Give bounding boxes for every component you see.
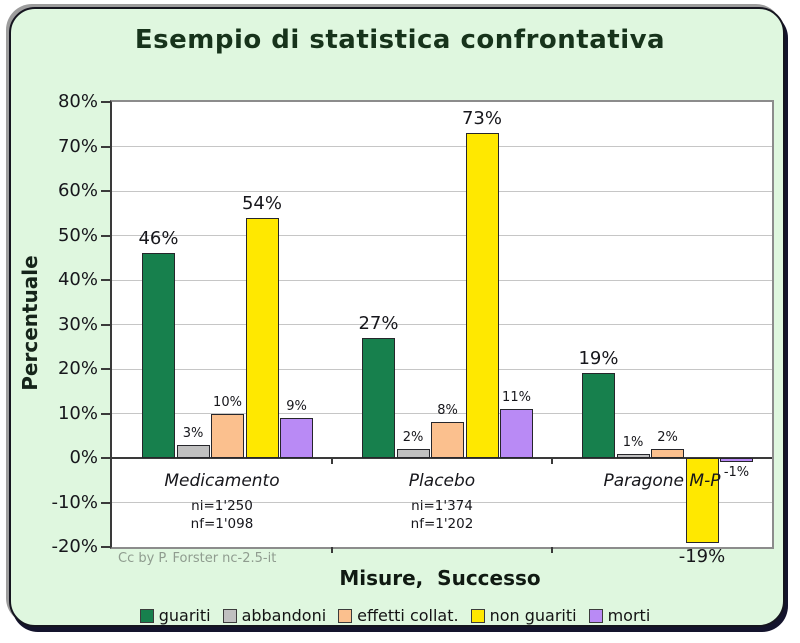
legend-swatch-icon	[338, 608, 353, 623]
category-sublabel: nf=1'202	[410, 516, 474, 532]
y-axis-tick	[101, 412, 110, 415]
value-label: 10%	[213, 394, 242, 410]
y-tick-label: 20%	[57, 358, 98, 379]
x-axis-title: Misure, Successo	[339, 566, 541, 590]
y-tick-label: 0%	[69, 447, 98, 468]
bar-effetti-collat--cat0	[211, 413, 244, 458]
legend-item-guariti: guariti	[139, 606, 211, 625]
bar-morti-cat2	[720, 458, 753, 463]
y-axis-tick	[101, 279, 110, 281]
y-axis-tick	[101, 234, 110, 237]
bar-guariti-cat1	[362, 337, 395, 458]
bar-abbandoni-cat1	[396, 449, 430, 458]
y-tick-label: 60%	[57, 180, 98, 201]
bar-non-guariti-cat2	[685, 458, 719, 543]
zero-axis-line	[112, 457, 772, 459]
y-tick-label: 80%	[57, 91, 98, 112]
bar-abbandoni-cat0	[176, 444, 210, 458]
gridline	[112, 279, 772, 281]
bar-guariti-cat2	[582, 373, 615, 458]
gridline	[112, 324, 772, 325]
bar-effetti-collat--cat1	[431, 422, 464, 458]
y-tick-label: -20%	[51, 536, 98, 557]
category-boundary-tick	[331, 547, 333, 553]
category-label: Paragone M-P	[603, 471, 721, 491]
category-boundary-tick	[551, 547, 553, 553]
legend-swatch-icon	[588, 608, 603, 623]
chart-title: Esempio di statistica confrontativa	[134, 25, 666, 55]
category-sublabel: ni=1'374	[411, 498, 473, 514]
value-label: 2%	[657, 430, 678, 446]
legend-swatch-icon	[470, 608, 485, 623]
value-label: 2%	[402, 430, 424, 446]
legend-swatch-icon	[222, 608, 237, 623]
value-label: 1%	[622, 434, 644, 450]
gridline	[112, 146, 772, 147]
y-axis-tick	[101, 457, 110, 459]
value-label: 54%	[241, 192, 282, 214]
y-axis-tick	[101, 368, 110, 370]
legend-label: morti	[607, 606, 651, 625]
bar-guariti-cat0	[142, 253, 175, 458]
legend: guariti abbandoni effetti collat. non guari…	[9, 606, 781, 625]
legend-label: guariti	[158, 606, 211, 625]
y-tick-label: 30%	[57, 313, 98, 335]
value-label: 11%	[502, 390, 531, 406]
value-label: 27%	[358, 312, 399, 334]
value-label: 46%	[138, 228, 179, 250]
category-boundary-tick	[331, 458, 333, 464]
bar-non-guariti-cat1	[465, 133, 499, 458]
legend-item-non-guariti: non guariti	[470, 606, 577, 625]
bar-non-guariti-cat0	[245, 217, 279, 458]
y-tick-label: 50%	[57, 224, 98, 246]
y-axis-tick	[101, 501, 110, 504]
value-label: 3%	[182, 425, 204, 441]
legend-label: non guariti	[489, 606, 577, 625]
value-label: 73%	[461, 108, 502, 130]
category-boundary-tick	[551, 458, 553, 464]
value-label: 9%	[286, 398, 307, 414]
legend-item-effetti-collat-: effetti collat.	[338, 606, 459, 625]
category-label: Placebo	[408, 471, 476, 491]
legend-item-morti: morti	[588, 606, 651, 625]
gridline	[112, 368, 772, 370]
category-label: Medicamento	[164, 471, 280, 491]
y-axis-tick	[101, 145, 110, 148]
gridline	[112, 235, 772, 236]
credit-text: Cc by P. Forster nc-2.5-it	[118, 551, 277, 566]
value-label: 8%	[437, 403, 458, 419]
y-axis-tick	[101, 546, 110, 548]
legend-swatch-icon	[139, 608, 154, 623]
y-axis-tick	[101, 101, 110, 103]
y-tick-label: 40%	[57, 269, 98, 290]
bar-abbandoni-cat2	[616, 453, 650, 458]
legend-item-abbandoni: abbandoni	[222, 606, 327, 625]
y-tick-label: -10%	[51, 491, 98, 513]
value-label: -19%	[678, 545, 726, 567]
bar-effetti-collat--cat2	[651, 449, 684, 458]
y-tick-label: 10%	[57, 402, 98, 424]
y-axis-tick	[101, 323, 110, 326]
y-tick-label: 70%	[57, 135, 98, 157]
gridline	[112, 413, 772, 414]
category-sublabel: ni=1'250	[191, 498, 253, 514]
gridline	[112, 190, 772, 192]
bar-morti-cat1	[500, 409, 533, 458]
y-axis-tick	[101, 190, 110, 192]
value-label: -1%	[723, 465, 750, 481]
category-sublabel: nf=1'098	[190, 516, 254, 532]
bar-morti-cat0	[280, 417, 313, 458]
gridline	[112, 502, 772, 503]
legend-label: abbandoni	[241, 606, 327, 625]
plot-area: 80% 70% 60% 50% 40% 30% 20% 10% 0% -10% -20% 46% 27%…	[51, 91, 774, 566]
value-label: 19%	[578, 348, 619, 370]
legend-label: effetti collat.	[357, 606, 459, 625]
